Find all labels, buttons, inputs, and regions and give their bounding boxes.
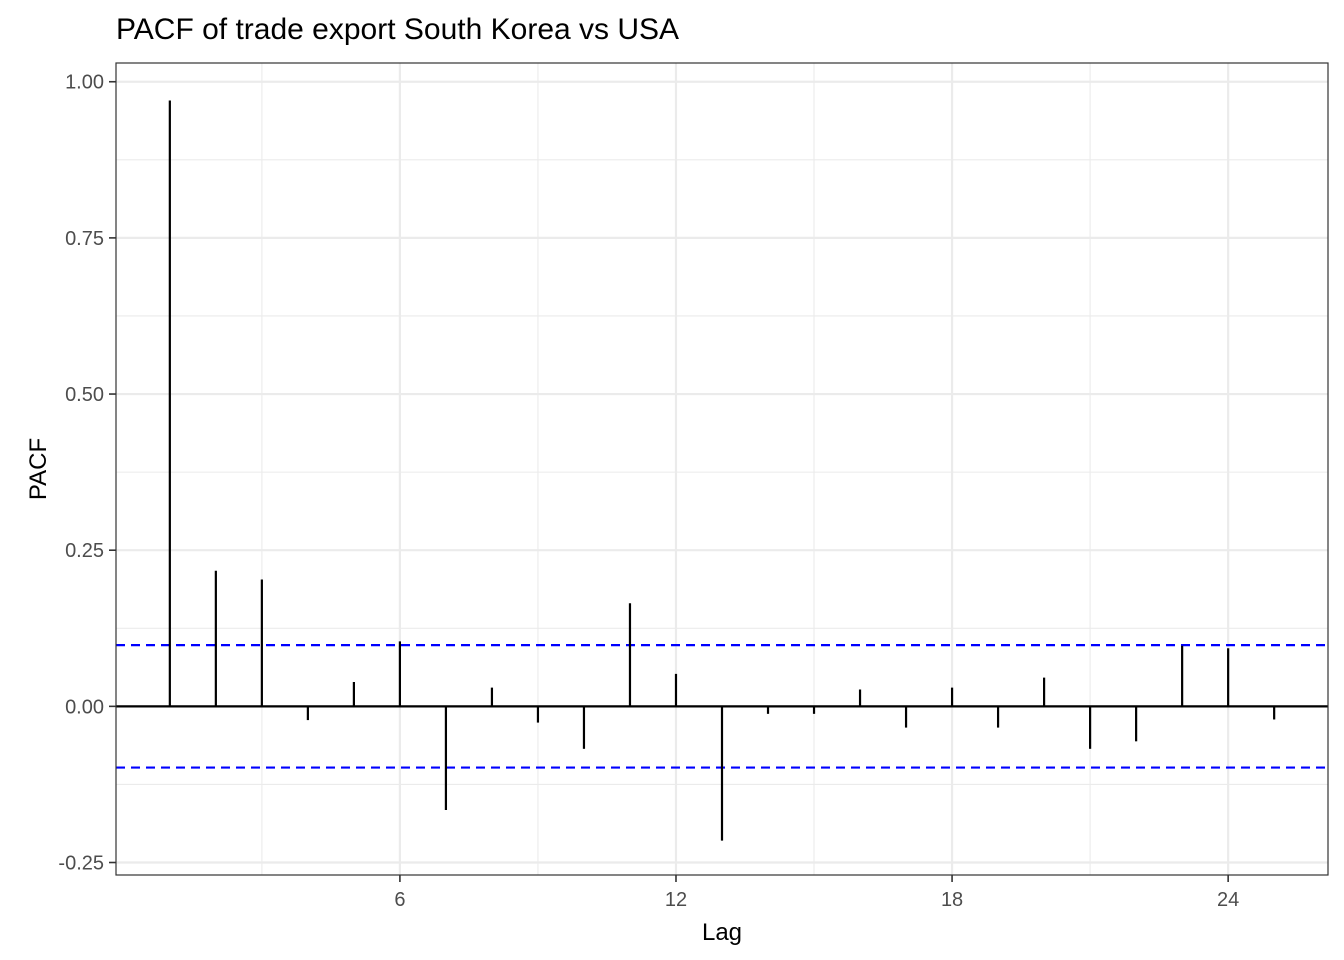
panel-border [115,62,1329,876]
y-axis-title: PACF [25,438,52,500]
y-tick-label: 0.50 [65,384,104,406]
x-tick-label: 12 [665,889,687,911]
x-axis-title: Lag [702,919,742,946]
axes: -0.25 0.00 0.25 0.50 0.75 1.00 6 12 18 24 [58,72,1239,911]
chart-title: PACF of trade export South Korea vs USA [116,13,679,46]
x-tick-label: 18 [941,889,963,911]
pacf-bars [116,100,1328,841]
y-tick-label: 0.75 [65,228,104,250]
y-tick-label: -0.25 [58,853,104,875]
y-tick-label: 1.00 [65,72,104,94]
y-tick-label: 0.00 [65,696,104,718]
x-tick-label: 6 [394,889,405,911]
y-tick-label: 0.25 [65,540,104,562]
x-tick-label: 24 [1217,889,1239,911]
